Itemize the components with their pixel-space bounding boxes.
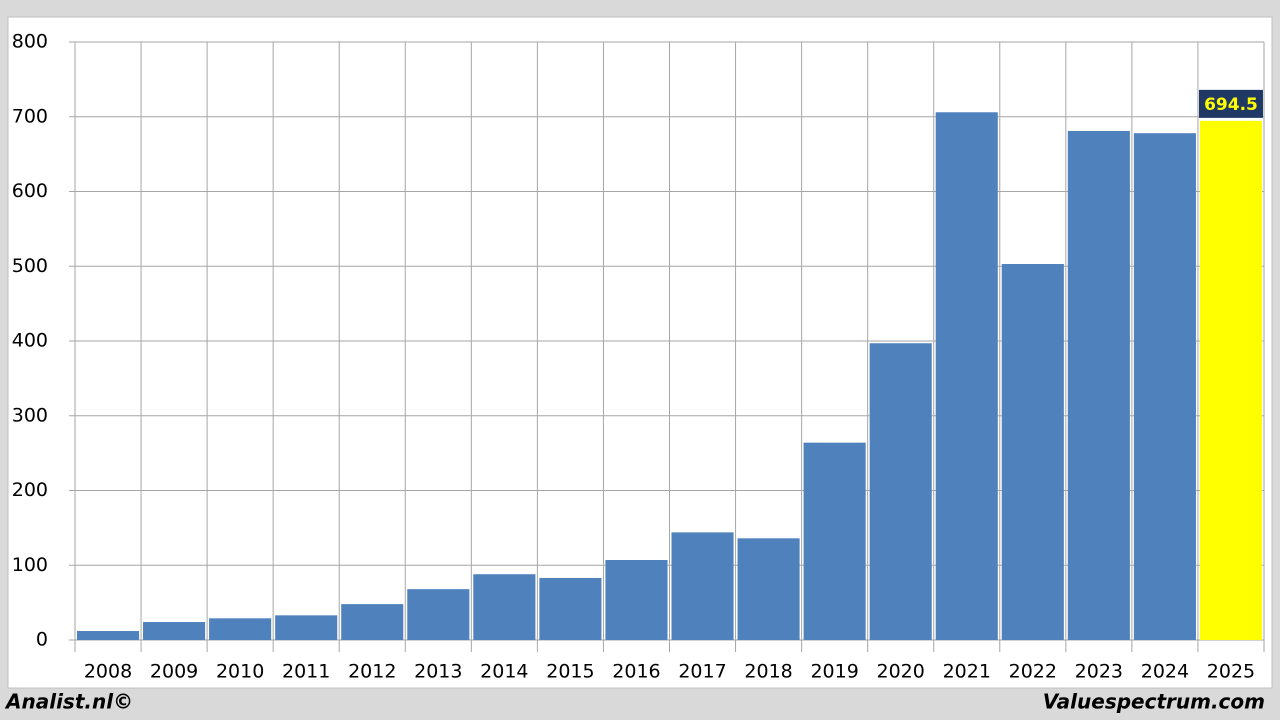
bar bbox=[605, 560, 668, 640]
x-tick-label: 2009 bbox=[150, 661, 198, 683]
bar bbox=[869, 343, 932, 640]
bar bbox=[1133, 133, 1196, 640]
y-tick-label: 100 bbox=[12, 554, 48, 576]
bar bbox=[143, 622, 206, 640]
y-tick-label: 600 bbox=[12, 180, 48, 202]
footer-right: Valuespectrum.com bbox=[1043, 690, 1265, 714]
x-tick-label: 2011 bbox=[282, 661, 330, 683]
x-tick-label: 2023 bbox=[1075, 661, 1123, 683]
x-tick-label: 2015 bbox=[546, 661, 594, 683]
y-tick-label: 700 bbox=[12, 105, 48, 127]
x-tick-label: 2012 bbox=[348, 661, 396, 683]
x-tick-label: 2016 bbox=[612, 661, 660, 683]
y-tick-label: 0 bbox=[36, 629, 48, 651]
x-tick-label: 2019 bbox=[810, 661, 858, 683]
y-tick-label: 200 bbox=[12, 479, 48, 501]
x-tick-label: 2008 bbox=[84, 661, 132, 683]
bar bbox=[341, 604, 404, 640]
x-tick-label: 2022 bbox=[1009, 661, 1057, 683]
x-tick-label: 2024 bbox=[1141, 661, 1189, 683]
bar bbox=[803, 442, 866, 640]
x-tick-label: 2013 bbox=[414, 661, 462, 683]
y-tick-label: 500 bbox=[12, 255, 48, 277]
y-tick-label: 300 bbox=[12, 404, 48, 426]
bar bbox=[275, 615, 338, 640]
bar bbox=[473, 574, 536, 640]
x-tick-label: 2020 bbox=[877, 661, 925, 683]
x-tick-label: 2021 bbox=[943, 661, 991, 683]
x-tick-label: 2025 bbox=[1207, 661, 1255, 683]
bar bbox=[1199, 120, 1263, 640]
x-tick-label: 2014 bbox=[480, 661, 528, 683]
value-label-bg bbox=[1198, 89, 1263, 118]
bar bbox=[539, 577, 602, 640]
bar bbox=[1067, 130, 1130, 640]
bar bbox=[76, 631, 140, 640]
x-tick-label: 2017 bbox=[678, 661, 726, 683]
bar bbox=[671, 532, 734, 640]
value-label: 694.5 bbox=[1204, 95, 1258, 115]
bar bbox=[1001, 264, 1064, 640]
bar bbox=[407, 589, 470, 640]
x-tick-label: 2010 bbox=[216, 661, 264, 683]
bar bbox=[209, 618, 272, 640]
bar bbox=[935, 112, 998, 640]
x-tick-label: 2018 bbox=[744, 661, 792, 683]
y-tick-label: 800 bbox=[12, 31, 48, 53]
footer-left: Analist.nl© bbox=[4, 690, 133, 714]
y-tick-label: 400 bbox=[12, 330, 48, 352]
bar bbox=[737, 538, 800, 640]
